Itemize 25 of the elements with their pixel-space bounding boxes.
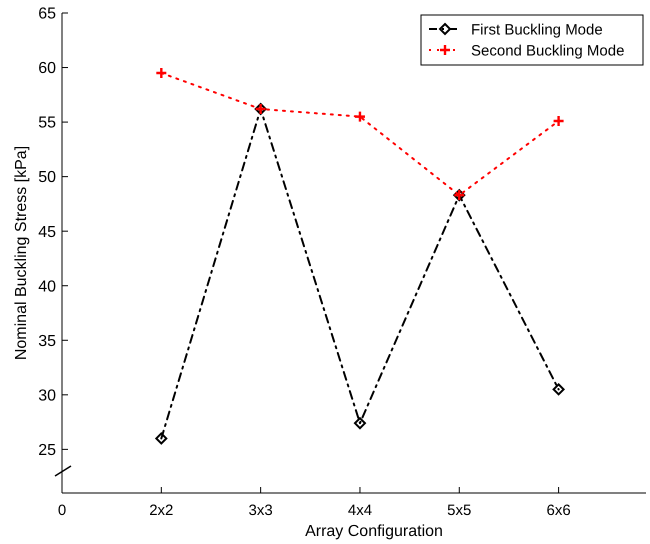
y-tick-label: 45 xyxy=(38,224,56,241)
x-tick-label: 6x6 xyxy=(546,502,571,519)
x-tick-label: 3x3 xyxy=(248,502,273,519)
y-tick-label: 50 xyxy=(38,169,56,186)
x-tick-label: 0 xyxy=(58,502,66,519)
y-tick-label: 55 xyxy=(38,114,56,132)
y-tick-label: 25 xyxy=(38,442,56,459)
x-tick-label: 4x4 xyxy=(348,502,372,519)
point xyxy=(354,417,366,430)
x-axis-title: Array Configuration xyxy=(305,523,443,540)
x-tick-label: 5x5 xyxy=(447,502,472,519)
x-tick-label: 2x2 xyxy=(149,502,174,519)
y-tick-label: 35 xyxy=(38,332,56,350)
legend-label: Second Buckling Mode xyxy=(471,42,624,60)
point xyxy=(354,110,366,123)
point xyxy=(155,432,168,444)
point xyxy=(552,383,565,396)
y-axis-title: Nominal Buckling Stress [kPa] xyxy=(13,146,30,360)
point xyxy=(552,114,565,128)
y-tick-label: 60 xyxy=(38,60,56,78)
point xyxy=(155,66,168,80)
legend-label: First Buckling Mode xyxy=(471,21,603,38)
y-tick-label: 30 xyxy=(38,387,56,404)
y-tick-label: 40 xyxy=(38,278,56,296)
y-tick-label: 65 xyxy=(38,6,56,23)
